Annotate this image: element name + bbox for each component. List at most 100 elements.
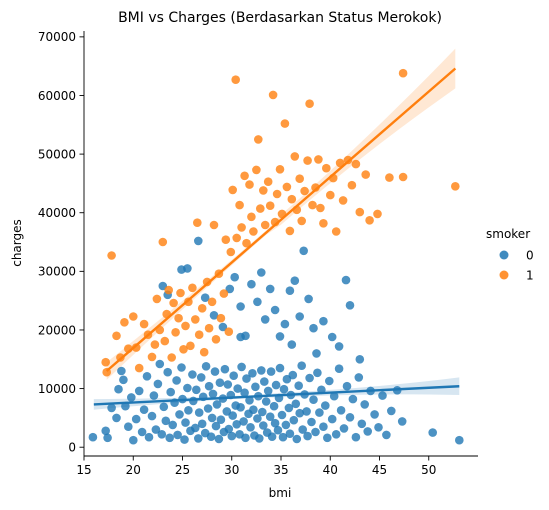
point-smoker-0: [315, 408, 324, 417]
point-smoker-0: [455, 435, 464, 445]
point-smoker-0: [295, 312, 305, 321]
point-smoker-1: [331, 227, 341, 236]
point-smoker-0: [263, 386, 273, 396]
point-smoker-1: [305, 99, 314, 108]
point-smoker-0: [233, 384, 242, 393]
point-smoker-0: [275, 363, 285, 373]
point-smoker-0: [378, 391, 387, 400]
point-smoker-1: [253, 135, 263, 144]
point-smoker-1: [199, 347, 209, 357]
point-smoker-1: [282, 182, 292, 192]
point-smoker-0: [201, 362, 211, 371]
point-smoker-0: [269, 401, 279, 411]
point-smoker-0: [258, 407, 267, 417]
point-smoker-0: [188, 370, 197, 379]
point-smoker-0: [319, 422, 328, 432]
point-smoker-1: [303, 156, 312, 165]
point-smoker-0: [285, 429, 295, 439]
point-smoker-1: [280, 119, 290, 128]
point-smoker-0: [239, 417, 248, 426]
point-smoker-0: [294, 381, 304, 391]
legend-marker-smoker-1: [499, 270, 509, 280]
point-smoker-1: [193, 218, 202, 227]
y-axis-label: charges: [10, 219, 24, 267]
point-smoker-0: [103, 433, 112, 443]
point-smoker-0: [278, 432, 288, 442]
point-smoker-0: [260, 315, 270, 324]
point-smoker-1: [268, 90, 278, 100]
point-smoker-0: [175, 410, 184, 419]
point-smoker-0: [214, 434, 224, 444]
legend-label-smoker-0: 0: [526, 248, 534, 262]
point-smoker-0: [265, 412, 275, 422]
point-smoker-0: [203, 404, 213, 413]
point-smoker-1: [186, 341, 195, 351]
point-smoker-0: [357, 419, 367, 429]
point-smoker-0: [261, 397, 271, 406]
point-smoker-0: [194, 408, 204, 417]
point-smoker-0: [159, 402, 169, 412]
point-smoker-0: [119, 375, 128, 385]
point-smoker-0: [331, 430, 341, 439]
point-smoker-0: [173, 430, 182, 440]
point-smoker-0: [345, 413, 355, 422]
point-smoker-0: [245, 396, 254, 405]
point-smoker-0: [327, 414, 337, 424]
y-tick-label: 20000: [38, 323, 76, 337]
point-smoker-0: [291, 399, 301, 409]
point-smoker-1: [179, 345, 188, 354]
legend: smoker 0 1: [486, 227, 534, 282]
point-smoker-0: [334, 342, 344, 351]
point-smoker-0: [117, 366, 126, 376]
point-smoker-0: [428, 428, 438, 437]
point-smoker-0: [287, 340, 297, 349]
point-smoker-0: [290, 276, 300, 286]
point-smoker-1: [247, 212, 256, 222]
point-smoker-0: [224, 424, 234, 434]
point-smoker-1: [174, 313, 183, 323]
point-smoker-0: [289, 415, 299, 425]
point-smoker-1: [221, 235, 231, 244]
point-smoker-1: [319, 219, 328, 228]
chart-title: BMI vs Charges (Berdasarkan Status Merok…: [118, 10, 442, 26]
point-smoker-1: [231, 75, 240, 84]
point-smoker-1: [216, 313, 226, 323]
point-smoker-1: [164, 285, 173, 295]
point-smoker-1: [347, 180, 357, 190]
point-smoker-0: [360, 400, 370, 409]
point-smoker-0: [319, 316, 328, 326]
point-smoker-1: [226, 247, 236, 257]
point-smoker-1: [290, 152, 300, 161]
y-tick-label: 70000: [38, 30, 76, 44]
point-smoker-0: [155, 359, 165, 369]
point-smoker-0: [329, 391, 339, 401]
point-smoker-0: [247, 279, 256, 289]
point-smoker-0: [302, 407, 311, 416]
point-smoker-0: [232, 420, 241, 429]
point-smoker-1: [322, 163, 331, 173]
point-smoker-1: [228, 185, 237, 195]
point-smoker-1: [112, 331, 121, 341]
point-smoker-0: [374, 423, 383, 432]
point-smoker-0: [257, 268, 266, 277]
point-smoker-0: [212, 400, 222, 409]
point-smoker-0: [225, 284, 235, 294]
point-smoker-1: [169, 298, 178, 308]
point-smoker-1: [202, 277, 212, 287]
point-smoker-1: [107, 251, 116, 260]
point-smoker-0: [292, 434, 302, 444]
point-smoker-0: [112, 413, 121, 423]
point-smoker-0: [260, 377, 269, 386]
point-smoker-0: [161, 416, 171, 426]
point-smoker-0: [211, 421, 221, 431]
point-smoker-0: [163, 367, 172, 377]
point-smoker-1: [398, 68, 408, 78]
point-smoker-0: [323, 433, 332, 443]
point-smoker-0: [153, 379, 163, 389]
point-smoker-0: [341, 275, 351, 285]
point-smoker-0: [251, 382, 260, 392]
point-smoker-1: [326, 190, 335, 200]
point-smoker-0: [197, 419, 207, 429]
point-smoker-1: [451, 182, 460, 191]
point-smoker-0: [277, 410, 287, 420]
